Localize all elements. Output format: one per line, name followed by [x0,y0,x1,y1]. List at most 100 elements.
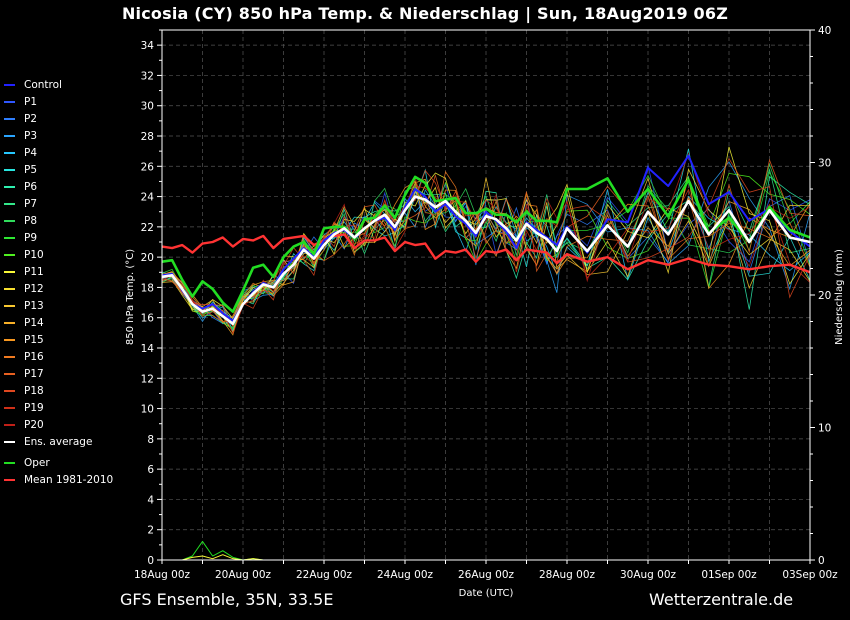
legend-swatch [4,407,15,409]
legend-swatch [4,441,15,443]
legend-swatch [4,220,15,222]
legend-label: Ens. average [24,436,93,448]
legend-label: P13 [24,300,44,312]
x-tick-labels: 18Aug 00z 20Aug 00z 22Aug 00z 24Aug 00z 26Au… [134,569,838,581]
footer-model-info: GFS Ensemble, 35N, 33.5E [120,590,334,609]
legend-item: P14 [4,316,144,330]
legend-swatch [4,169,15,171]
x-tick-label: 01Sep 00z [701,569,757,581]
y-tick-label: 34 [141,40,155,52]
y2-tick-label: 40 [818,25,831,37]
y-tick-label: 6 [147,464,154,476]
legend-item: Ens. average [4,435,144,449]
legend-label: P11 [24,266,44,278]
ensemble-member-line [161,180,811,336]
ensemble-member-line [161,157,811,328]
x-axis-title: Date (UTC) [459,588,514,599]
legend-item: P2 [4,112,144,126]
legend-swatch [4,186,15,188]
y-axis-title: 850 hPa Temp. (°C) [125,249,136,345]
legend-label: P18 [24,385,44,397]
ensemble-member-line [161,152,811,321]
y-tick-label: 14 [141,343,155,355]
legend-label: P4 [24,147,38,159]
legend-label: P9 [24,232,38,244]
chart-axes [157,29,815,564]
y-tick-label: 30 [141,101,154,113]
legend-swatch [4,84,15,86]
legend-item: Mean 1981-2010 [4,473,144,487]
legend-swatch [4,462,15,464]
legend-label: P8 [24,215,38,227]
legend-item: P5 [4,163,144,177]
y-tick-label: 32 [141,70,154,82]
legend-swatch [4,339,15,341]
legend-item: P3 [4,129,144,143]
legend-swatch [4,373,15,375]
legend-item: P7 [4,197,144,211]
legend-item: P8 [4,214,144,228]
x-tick-label: 22Aug 00z [296,569,353,581]
series-line-oper [161,175,811,313]
legend-item: P12 [4,282,144,296]
legend-label: P14 [24,317,44,329]
legend-item: P11 [4,265,144,279]
legend-swatch [4,305,15,307]
legend-swatch [4,322,15,324]
legend-swatch [4,254,15,256]
legend-swatch [4,479,15,481]
series-line-mean-1981-2010 [161,233,811,274]
x-tick-label: 20Aug 00z [215,569,272,581]
y-tick-label: 10 [141,404,154,416]
y-tick-label: 26 [141,161,155,173]
legend-item: P18 [4,384,144,398]
y2-tick-label: 30 [818,158,831,170]
y2-tick-labels: 0 10 20 30 40 [818,25,831,567]
legend-label: Oper [24,457,50,469]
y-tick-label: 18 [141,282,154,294]
y-tick-label: 22 [141,222,154,234]
x-tick-label: 30Aug 00z [620,569,677,581]
y-tick-label: 8 [147,434,154,446]
x-tick-label: 03Sep 00z [782,569,838,581]
legend-label: P15 [24,334,44,346]
legend-label: P2 [24,113,38,125]
legend-item: P20 [4,418,144,432]
legend-label: P17 [24,368,44,380]
legend-label: P1 [24,96,38,108]
legend-item: P10 [4,248,144,262]
y2-tick-label: 20 [818,290,831,302]
legend-label: Mean 1981-2010 [24,474,114,486]
y2-tick-label: 0 [818,555,825,567]
legend-item: P9 [4,231,144,245]
legend-swatch [4,271,15,273]
footer-site-name: Wetterzentrale.de [649,590,794,609]
y-tick-label: 4 [147,494,154,506]
legend-swatch [4,101,15,103]
legend-swatch [4,288,15,290]
legend-item: Control [4,78,144,92]
legend-item: Oper [4,456,144,470]
y-tick-label: 16 [141,313,155,325]
ensemble-member-line [161,164,811,325]
y-tick-label: 12 [141,373,154,385]
legend-swatch [4,118,15,120]
y-tick-label: 24 [141,192,155,204]
ensemble-member-line [161,176,811,333]
legend-swatch [4,390,15,392]
legend-label: P3 [24,130,38,142]
legend-item: P13 [4,299,144,313]
legend-label: P5 [24,164,38,176]
legend-swatch [4,203,15,205]
legend-label: P20 [24,419,44,431]
legend-item: P19 [4,401,144,415]
y2-tick-label: 10 [818,423,831,435]
y-tick-label: 28 [141,131,154,143]
legend-label: P7 [24,198,38,210]
legend-label: P19 [24,402,44,414]
legend-item: P6 [4,180,144,194]
y-tick-label: 2 [147,525,154,537]
legend-label: P12 [24,283,44,295]
legend-swatch [4,237,15,239]
